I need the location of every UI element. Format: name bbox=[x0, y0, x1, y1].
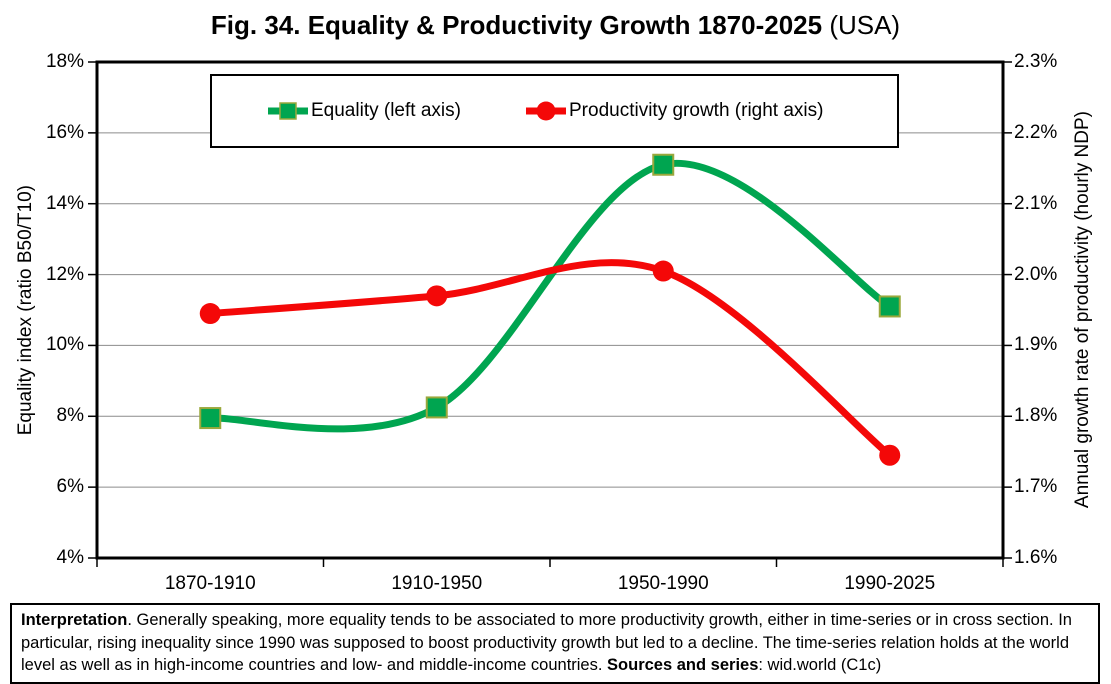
right-axis-title-text: Annual growth rate of productivity (hour… bbox=[1072, 111, 1093, 509]
left-axis-tick-label: 16% bbox=[45, 121, 84, 143]
right-axis-tick-label: 2.2% bbox=[1014, 121, 1058, 143]
chart-title-suffix: (USA) bbox=[822, 10, 901, 40]
interpretation-sources-label: Sources and series bbox=[607, 656, 759, 674]
productivity-line bbox=[206, 259, 894, 459]
left-axis-tick-label: 8% bbox=[56, 405, 84, 427]
right-axis-tick-label: 2.1% bbox=[1014, 192, 1058, 214]
productivity-marker bbox=[879, 444, 901, 466]
left-axis-title-text: Equality index (ratio B50/T10) bbox=[15, 184, 36, 436]
left-axis-tick-label: 14% bbox=[45, 192, 84, 214]
interpretation-body: . Generally speaking, more equality tend… bbox=[21, 611, 1072, 674]
equality-line bbox=[206, 159, 894, 433]
equality-marker bbox=[425, 396, 448, 419]
right-axis-tick-label: 2.0% bbox=[1014, 263, 1058, 285]
right-axis-tick-label: 2.3% bbox=[1014, 51, 1058, 72]
productivity-marker bbox=[199, 303, 221, 325]
productivity-legend-marker-icon bbox=[526, 101, 566, 121]
x-axis-category-label: 1870-1910 bbox=[164, 573, 256, 594]
productivity-marker bbox=[426, 285, 448, 307]
interpretation-tail: : wid.world (C1c) bbox=[758, 656, 882, 674]
x-axis-category-label: 1950-1990 bbox=[617, 573, 709, 594]
left-axis-tick-label: 4% bbox=[56, 547, 84, 568]
equality-marker bbox=[652, 153, 675, 176]
x-axis-category-label: 1910-1950 bbox=[391, 573, 483, 594]
right-axis-tick-label: 1.9% bbox=[1014, 334, 1058, 356]
x-axis-category-label: 1990-2025 bbox=[844, 573, 936, 594]
legend-label-equality: Equality (left axis) bbox=[311, 100, 461, 121]
legend: Equality (left axis) Productivity growth… bbox=[210, 74, 899, 148]
chart-title-main: Fig. 34. Equality & Productivity Growth … bbox=[210, 10, 823, 40]
left-axis-tick-label: 12% bbox=[45, 263, 84, 285]
right-axis-title: Annual growth rate of productivity (hour… bbox=[1070, 62, 1096, 558]
productivity-marker bbox=[652, 260, 674, 282]
legend-entry-productivity: Productivity growth (right axis) bbox=[525, 76, 823, 146]
left-axis-tick-label: 10% bbox=[45, 334, 84, 356]
equality-marker bbox=[878, 295, 901, 318]
chart-title: Fig. 34. Equality & Productivity Growth … bbox=[0, 10, 1111, 41]
interpretation-box: Interpretation. Generally speaking, more… bbox=[10, 603, 1100, 684]
equality-marker bbox=[199, 407, 222, 430]
legend-entry-equality: Equality (left axis) bbox=[267, 76, 461, 146]
right-axis-tick-label: 1.7% bbox=[1014, 476, 1058, 498]
right-axis-tick-label: 1.8% bbox=[1014, 405, 1058, 427]
plot-svg bbox=[88, 60, 1012, 567]
left-axis-tick-label: 6% bbox=[56, 476, 84, 498]
left-axis-tick-label: 18% bbox=[45, 51, 84, 72]
right-axis-tick-label: 1.6% bbox=[1014, 547, 1058, 568]
interpretation-lead: Interpretation bbox=[21, 611, 128, 629]
legend-label-productivity: Productivity growth (right axis) bbox=[569, 100, 824, 121]
equality-legend-marker-icon bbox=[268, 102, 308, 120]
left-axis-title: Equality index (ratio B50/T10) bbox=[13, 62, 39, 558]
